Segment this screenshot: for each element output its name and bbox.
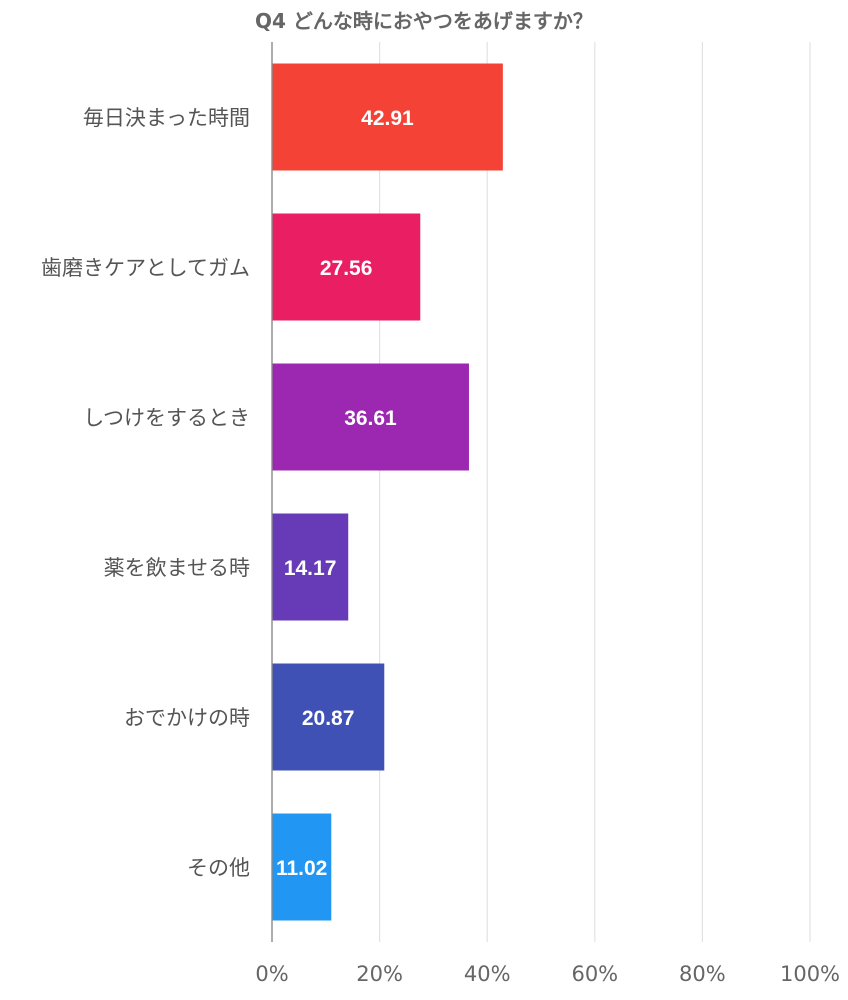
bar-value-label: 20.87 (302, 707, 355, 730)
category-label: おでかけの時 (124, 706, 250, 730)
category-labels: 毎日決まった時間歯磨きケアとしてガムしつけをするとき薬を飲ませる時おでかけの時そ… (41, 106, 250, 880)
category-label: 毎日決まった時間 (83, 106, 250, 130)
x-tick-label: 40% (464, 962, 511, 986)
x-tick-label: 60% (571, 962, 618, 986)
category-label: 薬を飲ませる時 (104, 556, 250, 580)
bar (272, 813, 332, 921)
category-label: 歯磨きケアとしてガム (41, 256, 250, 280)
grid-lines (379, 42, 811, 942)
x-tick-label: 20% (356, 962, 403, 986)
bar-value-label: 11.02 (276, 857, 327, 880)
x-tick-label: 0% (255, 962, 288, 986)
bar (272, 213, 421, 321)
bar (272, 63, 503, 171)
chart-title: Q4 どんな時におやつをあげますか？ (255, 9, 593, 33)
bar (272, 363, 469, 471)
bar-value-label: 36.61 (344, 407, 397, 430)
x-tick-label: 100% (780, 962, 840, 986)
x-axis-tick-labels: 0% 20% 40% 60% 80% 100% (255, 962, 840, 986)
bars: 42.91 27.56 36.61 14.17 20.87 11.02 (272, 63, 503, 921)
category-label: その他 (187, 856, 250, 880)
bar (272, 663, 385, 771)
x-tick-label: 80% (679, 962, 726, 986)
bar-value-label: 42.91 (361, 107, 414, 130)
bar-value-label: 27.56 (320, 257, 373, 280)
category-label: しつけをするとき (83, 406, 250, 430)
bar-value-label: 14.17 (284, 557, 337, 580)
bar (272, 513, 349, 621)
